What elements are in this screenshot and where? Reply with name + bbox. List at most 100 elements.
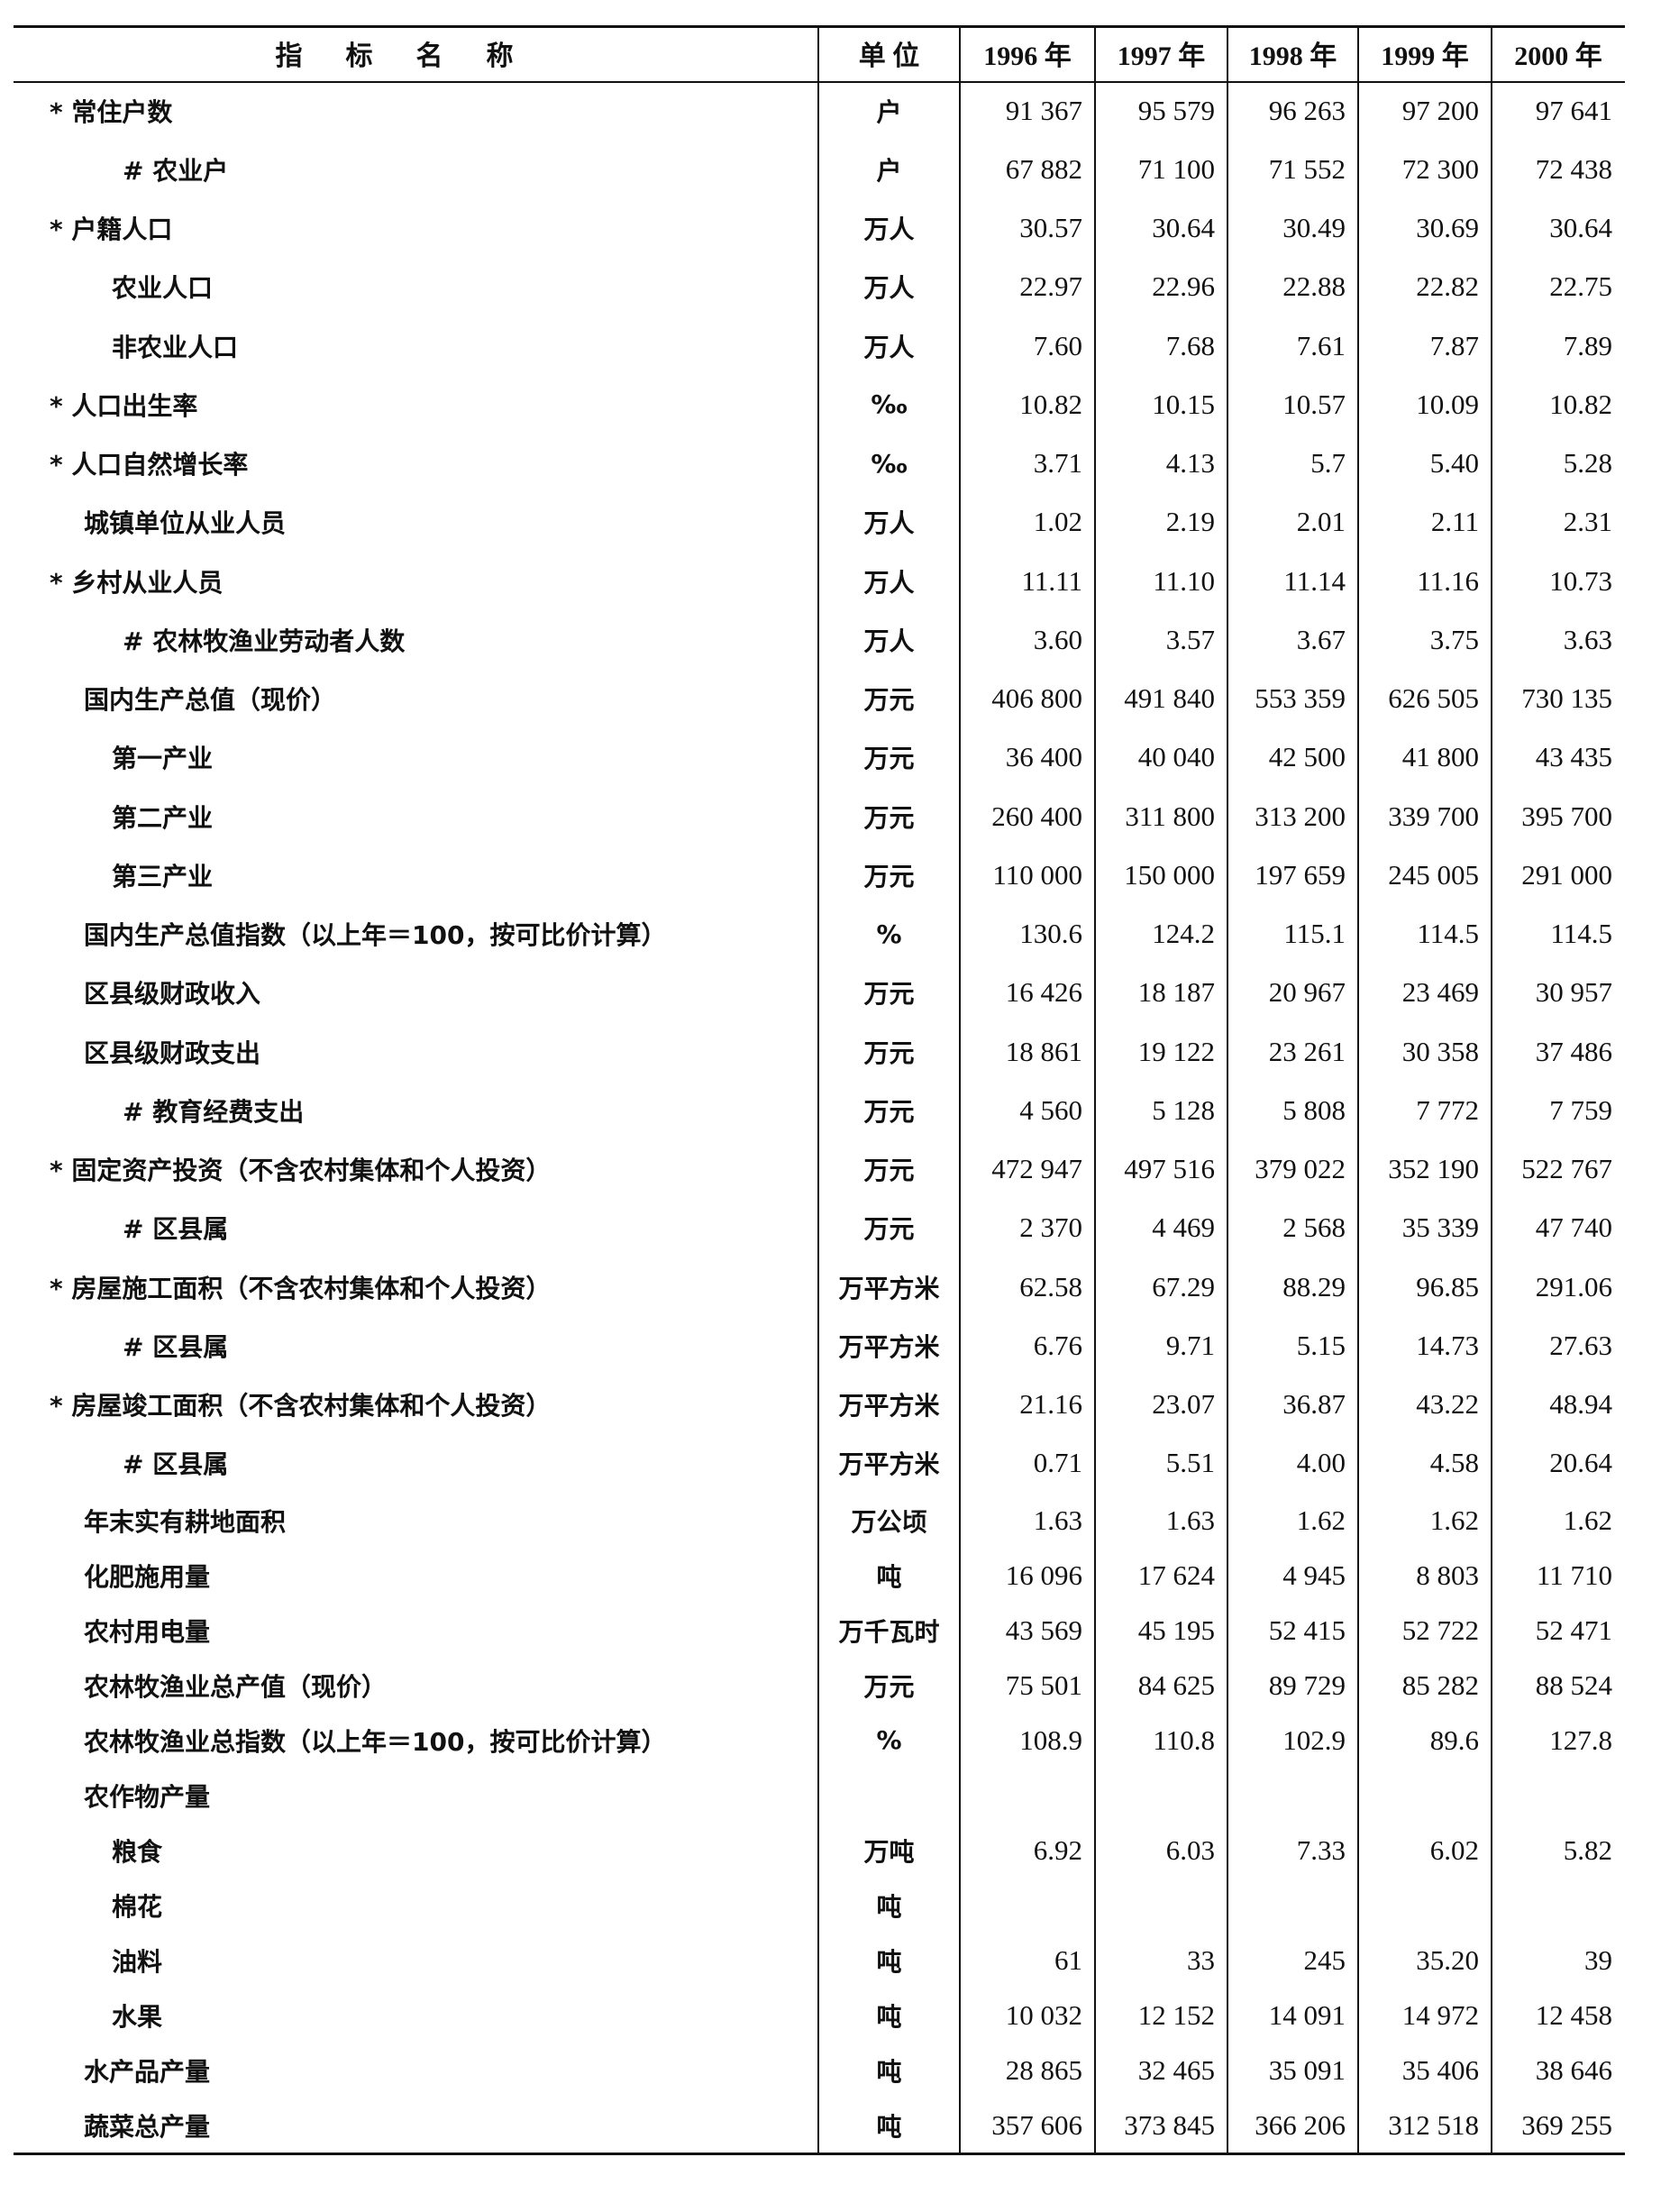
value-cell-2000: 11 710: [1536, 1558, 1612, 1591]
value-cell-1997: 7.68: [1165, 329, 1215, 361]
table-row: 棉花 吨: [14, 1878, 1625, 1933]
value-cell-2000: 291.06: [1535, 1270, 1612, 1303]
table-row: 水果 吨 10 032 12 152 14 091 14 972 12 458: [14, 1988, 1625, 2043]
unit-cell: 万平方米: [818, 1376, 960, 1434]
unit-cell: 万人: [818, 316, 960, 375]
value-cell-1997: 150 000: [1124, 858, 1215, 891]
value-cell-1999: 3.75: [1429, 623, 1479, 655]
indicator-name-text: 水产品产量: [84, 2056, 211, 2087]
indicator-name: 粮食: [14, 1823, 818, 1878]
value-cell-1997: 45 195: [1137, 1613, 1215, 1646]
indicator-name: * 房屋施工面积（不含农村集体和个人投资）: [14, 1257, 818, 1316]
indicator-name-text: # 区县属: [123, 1449, 229, 1480]
value-cell-1996: 406 800: [991, 682, 1082, 715]
table-row: 农村用电量 万千瓦时 43 569 45 195 52 415 52 722 52 471: [14, 1603, 1625, 1658]
value-cell-1996: 3.71: [1033, 447, 1082, 480]
value-cell-1999: 30 358: [1401, 1035, 1479, 1067]
value-cell-2000: 30.64: [1549, 212, 1612, 244]
unit-cell: 万平方米: [818, 1316, 960, 1375]
indicator-name: 年末实有耕地面积: [14, 1493, 818, 1548]
header-unit: 单 位: [858, 41, 920, 71]
indicator-name-text: 水果: [112, 2001, 163, 2032]
value-cell-1999: 8 803: [1416, 1558, 1479, 1591]
value-cell-1998: 89 729: [1268, 1668, 1346, 1701]
value-cell-2000: 395 700: [1521, 800, 1612, 832]
value-cell-1997: 9.71: [1165, 1329, 1215, 1361]
indicator-name-text: * 房屋竣工面积（不含农村集体和个人投资）: [50, 1391, 552, 1421]
value-cell-1999: 10.09: [1416, 388, 1479, 420]
value-cell-1996: 62.58: [1019, 1270, 1082, 1303]
indicator-name-text: 城镇单位从业人员: [84, 508, 287, 539]
value-cell-2000: 20.64: [1549, 1447, 1612, 1479]
indicator-name-text: 年末实有耕地面积: [84, 1506, 287, 1537]
header-year-1998: 1998 年: [1248, 41, 1337, 71]
value-cell-2000: 291 000: [1521, 858, 1612, 891]
value-cell-1996: 7.60: [1033, 329, 1082, 361]
unit-text: 万平方米: [838, 1449, 940, 1480]
value-cell-1998: 5.7: [1310, 447, 1346, 480]
value-cell-1999: [1358, 1878, 1492, 1933]
value-cell-1996: 130.6: [1019, 918, 1082, 950]
indicator-name: * 乡村从业人员: [14, 552, 818, 610]
unit-cell: 万元: [818, 1658, 960, 1713]
unit-text: 吨: [876, 2111, 902, 2142]
value-cell-1999: 352 190: [1388, 1153, 1479, 1185]
indicator-name: 第三产业: [14, 845, 818, 904]
value-cell-1999: 7 772: [1416, 1093, 1479, 1126]
unit-text: 万人: [863, 626, 915, 656]
value-cell-1996: 357 606: [991, 2108, 1082, 2141]
value-cell-1999: 41 800: [1401, 741, 1479, 773]
unit-cell: 吨: [818, 2098, 960, 2153]
unit-text: 万元: [863, 979, 915, 1010]
indicator-name-text: 第一产业: [112, 744, 214, 774]
indicator-name: * 人口自然增长率: [14, 434, 818, 493]
indicator-name: 油料: [14, 1933, 818, 1988]
unit-cell: 吨: [818, 1933, 960, 1988]
value-cell-1998: 52 415: [1268, 1613, 1346, 1646]
value-cell-1996: 67 882: [1005, 152, 1082, 185]
value-cell-1997: [1095, 1878, 1227, 1933]
value-cell-1997: 491 840: [1124, 682, 1215, 715]
unit-cell: 万人: [818, 552, 960, 610]
header-year-1997: 1997 年: [1117, 41, 1206, 71]
value-cell-1997: 5.51: [1165, 1447, 1215, 1479]
unit-text: 万元: [863, 861, 915, 891]
indicator-name: # 教育经费支出: [14, 1081, 818, 1139]
unit-cell: 万公顷: [818, 1493, 960, 1548]
value-cell-1997: 373 845: [1124, 2108, 1215, 2141]
indicator-name: * 房屋竣工面积（不含农村集体和个人投资）: [14, 1376, 818, 1434]
unit-text: ‰: [871, 448, 908, 479]
value-cell-1999: 7.87: [1429, 329, 1479, 361]
value-cell-1999: 30.69: [1416, 212, 1479, 244]
unit-text: 万人: [863, 567, 915, 598]
value-cell-1998: 197 659: [1255, 858, 1346, 891]
unit-text: 万元: [863, 1671, 915, 1702]
table-top-rule: [14, 25, 1625, 28]
unit-text: 万公顷: [851, 1506, 927, 1537]
value-cell-1996: 4 560: [1019, 1093, 1082, 1126]
value-cell-1996: 10.82: [1019, 388, 1082, 420]
table-row: # 农业户 户 67 882 71 100 71 552 72 300 72 438: [14, 140, 1625, 198]
unit-text: ‰: [871, 389, 908, 420]
indicator-name-text: 农林牧渔业总指数（以上年＝100，按可比价计算）: [84, 1726, 667, 1757]
value-cell-2000: 88 524: [1535, 1668, 1612, 1701]
unit-text: 万千瓦时: [838, 1616, 940, 1647]
indicator-name: * 固定资产投资（不含农村集体和个人投资）: [14, 1140, 818, 1199]
value-cell-1997: 84 625: [1137, 1668, 1215, 1701]
unit-text: 万平方米: [838, 1391, 940, 1421]
indicator-name-text: 第二产业: [112, 802, 214, 833]
value-cell-1996: 43 569: [1005, 1613, 1082, 1646]
indicator-name-text: 农林牧渔业总产值（现价）: [84, 1671, 388, 1702]
value-cell-1999: 14 972: [1401, 1998, 1479, 2031]
header-year-2000: 2000 年: [1514, 41, 1602, 71]
indicator-name-text: * 人口自然增长率: [50, 450, 249, 480]
value-cell-1998: 36.87: [1282, 1388, 1346, 1421]
value-cell-1998: 71 552: [1268, 152, 1346, 185]
table-row: 蔬菜总产量 吨 357 606 373 845 366 206 312 518 369 25…: [14, 2098, 1625, 2153]
unit-text: 万人: [863, 508, 915, 539]
indicator-name-text: 农村用电量: [84, 1616, 211, 1647]
table-row: * 常住户数 户 91 367 95 579 96 263 97 200 97 641: [14, 81, 1625, 140]
unit-cell: 万元: [818, 845, 960, 904]
indicator-name: 国内生产总值指数（以上年＝100，按可比价计算）: [14, 905, 818, 964]
value-cell-2000: 3.63: [1563, 623, 1612, 655]
